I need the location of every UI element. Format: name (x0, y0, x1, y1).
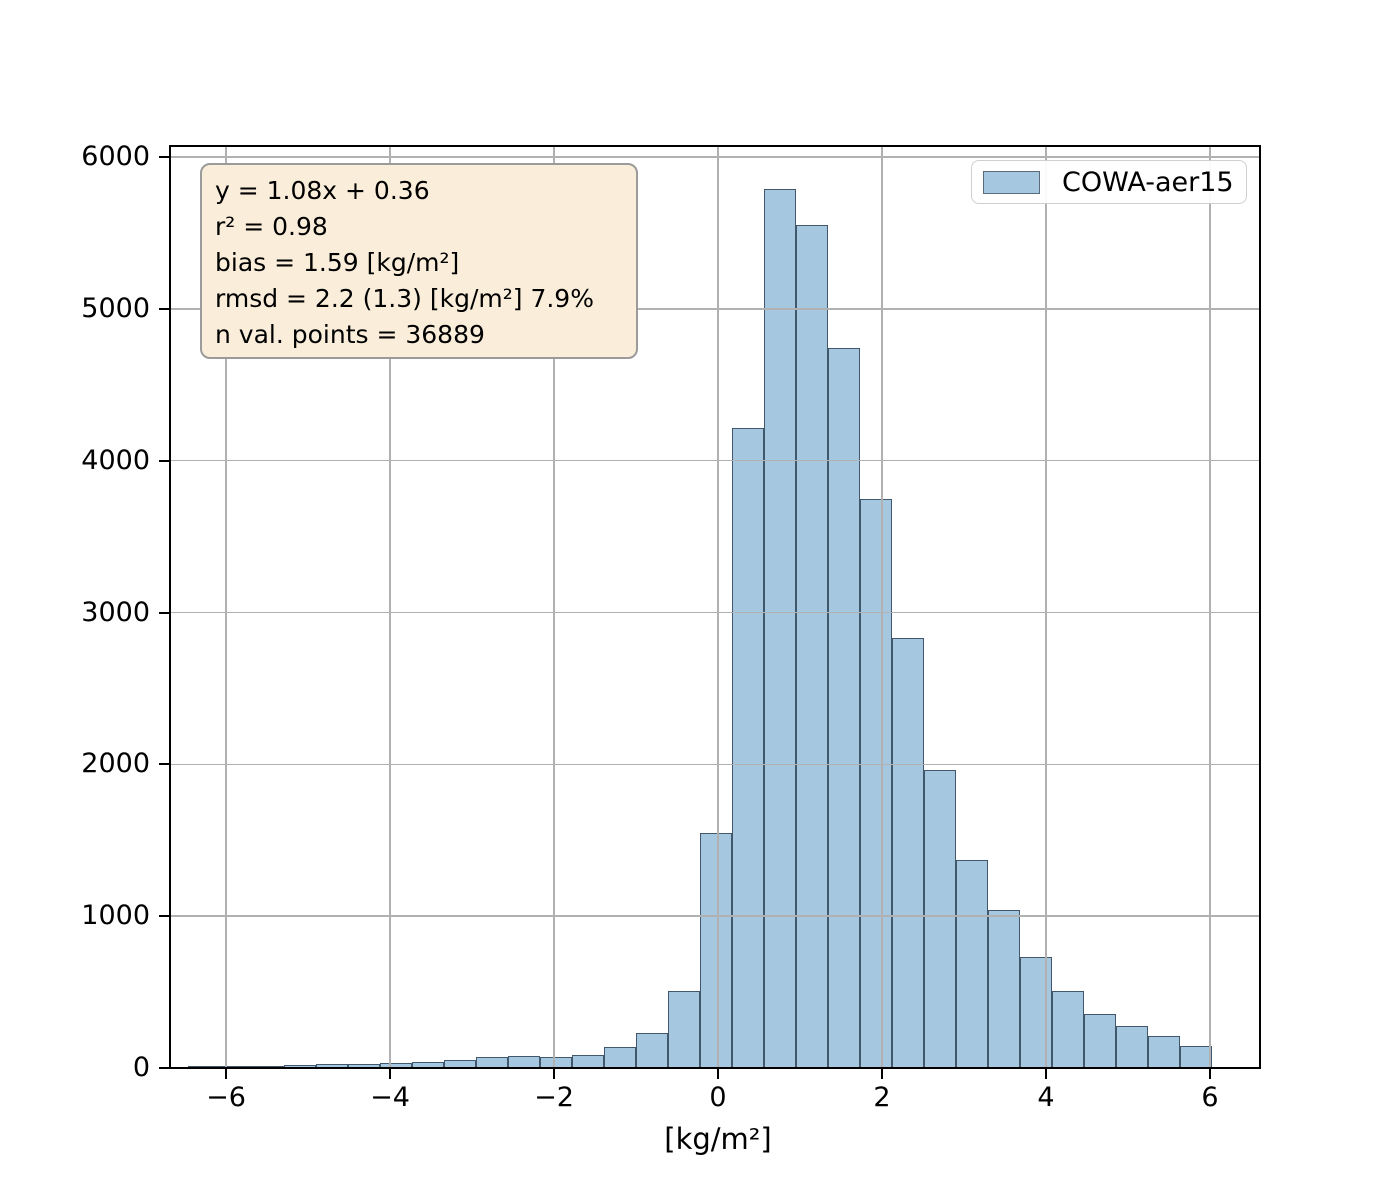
gridline-y (170, 156, 1260, 158)
y-tick-label: 4000 (81, 444, 150, 476)
stats-line: y = 1.08x + 0.36 (215, 176, 430, 205)
histogram-bar (1051, 991, 1084, 1068)
histogram-bar (188, 1066, 221, 1068)
histogram-bar (412, 1062, 445, 1068)
y-tick-mark (159, 459, 169, 462)
gridline-y (170, 763, 1260, 766)
histogram-bar (667, 990, 700, 1068)
histogram-bar (731, 428, 764, 1068)
gridline-x (717, 146, 719, 1068)
x-tick-label: −6 (206, 1082, 246, 1113)
histogram-bar (859, 499, 892, 1068)
x-tick-mark (1045, 1069, 1047, 1079)
stats-line: bias = 1.59 [kg/m²] (215, 248, 460, 277)
x-tick-label: 0 (709, 1082, 727, 1113)
legend-color-patch (983, 170, 1040, 194)
histogram-bar (955, 860, 988, 1068)
gridline-y (170, 915, 1260, 917)
x-tick-label: −4 (370, 1082, 410, 1113)
y-tick-mark (159, 307, 169, 310)
y-tick-label: 5000 (81, 292, 150, 324)
histogram-bar (987, 910, 1020, 1068)
y-tick-label: 3000 (81, 596, 150, 628)
x-axis-label: [kg/m²] (664, 1122, 772, 1156)
x-tick-label: 2 (873, 1082, 891, 1113)
histogram-bar (316, 1064, 349, 1068)
stats-line: rmsd = 2.2 (1.3) [kg/m²] 7.9% (215, 284, 594, 313)
histogram-bar (699, 832, 732, 1068)
histogram-bar (604, 1046, 636, 1068)
y-tick-label: 1000 (81, 900, 150, 932)
histogram-bar (348, 1063, 381, 1068)
stats-annotation-box: y = 1.08x + 0.36 r² = 0.98 bias = 1.59 [kg… (200, 163, 638, 359)
gridline-x (1045, 146, 1047, 1068)
x-tick-mark (717, 1069, 719, 1079)
histogram-bar (252, 1065, 285, 1068)
histogram-bar (795, 225, 828, 1068)
x-tick-mark (553, 1069, 555, 1079)
gridline-x (881, 146, 883, 1068)
histogram-bar (891, 637, 924, 1068)
gridline-y (170, 459, 1260, 462)
histogram-bar (1019, 957, 1052, 1068)
histogram-bar (636, 1033, 668, 1068)
histogram-bar (763, 188, 796, 1068)
histogram-bar (1147, 1035, 1180, 1068)
histogram-bar (923, 769, 956, 1068)
histogram-bar (572, 1054, 604, 1068)
x-tick-label: 6 (1201, 1082, 1219, 1113)
y-tick-label: 0 (132, 1052, 150, 1083)
x-tick-label: 4 (1037, 1082, 1055, 1113)
legend: COWA-aer15 (971, 160, 1247, 204)
stats-line: n val. points = 36889 (215, 320, 485, 349)
x-tick-mark (1209, 1069, 1211, 1079)
gridline-y (170, 611, 1260, 614)
histogram-bar (540, 1057, 573, 1068)
gridline-x (553, 146, 555, 1068)
y-tick-mark (159, 915, 169, 918)
gridline-x (389, 146, 391, 1068)
gridline-x (225, 146, 227, 1068)
plot-area (170, 146, 1260, 1068)
histogram-bar (476, 1056, 509, 1068)
x-tick-mark (389, 1069, 391, 1079)
x-tick-mark (881, 1069, 883, 1079)
histogram-bar (444, 1059, 477, 1068)
histogram-bar (1115, 1025, 1148, 1068)
histogram-bar (827, 347, 860, 1068)
x-tick-label: −2 (534, 1082, 574, 1113)
histogram-bar (380, 1063, 413, 1068)
y-tick-mark (159, 763, 169, 766)
legend-label: COWA-aer15 (1062, 166, 1234, 198)
stats-line: r² = 0.98 (215, 212, 328, 241)
histogram-bar (284, 1064, 317, 1068)
y-tick-mark (159, 611, 169, 614)
histogram-bar (1083, 1014, 1116, 1068)
histogram-bar (1179, 1045, 1212, 1068)
y-tick-mark (159, 156, 169, 159)
y-tick-label: 2000 (81, 748, 150, 780)
x-tick-mark (225, 1069, 227, 1079)
gridline-x (1209, 146, 1211, 1068)
y-tick-label: 6000 (81, 141, 150, 173)
histogram-bar (508, 1056, 541, 1068)
gridline-y (170, 308, 1260, 310)
y-tick-mark (159, 1067, 169, 1069)
